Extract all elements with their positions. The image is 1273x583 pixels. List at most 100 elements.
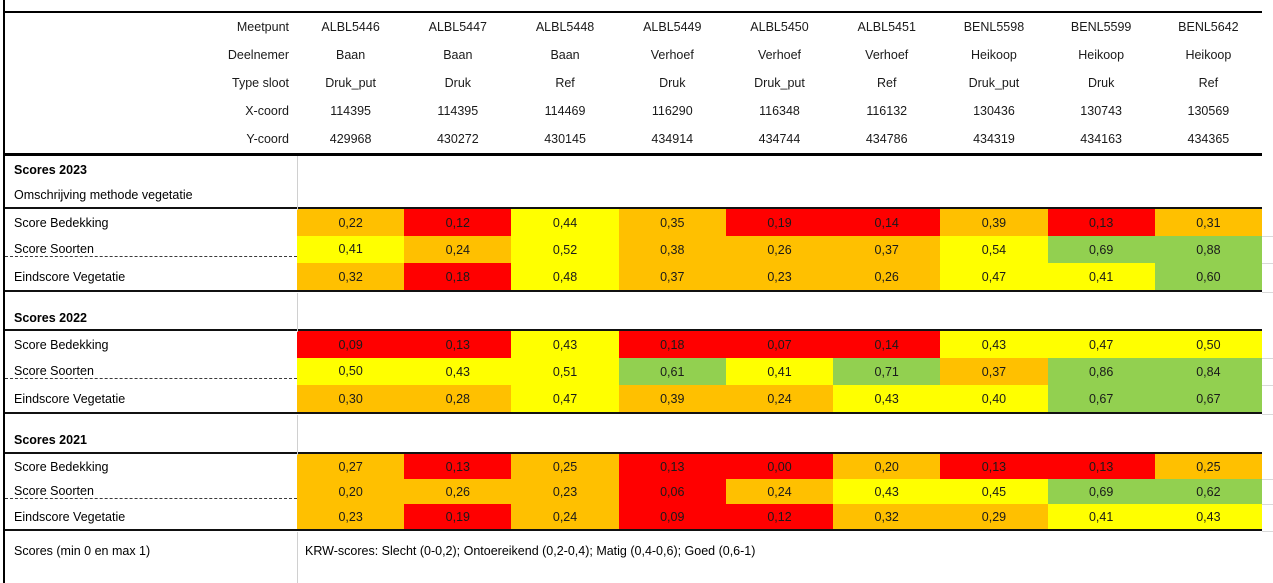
score-cell[interactable]: 0,18 [618, 331, 726, 358]
header-value-cell[interactable]: Ref [555, 76, 575, 90]
score-cell[interactable]: 0,27 [297, 454, 405, 479]
score-cell[interactable]: 0,43 [833, 385, 941, 412]
score-cell[interactable]: 0,09 [618, 504, 726, 529]
score-cell[interactable]: 0,23 [511, 479, 619, 504]
header-value-cell[interactable]: 434319 [973, 132, 1015, 146]
score-cell[interactable]: 0,29 [940, 504, 1048, 529]
header-value-cell[interactable]: 130743 [1080, 104, 1123, 118]
score-cell[interactable]: 0,32 [833, 504, 941, 529]
score-row-label[interactable]: Score Soorten [5, 242, 297, 257]
score-cell[interactable]: 0,43 [833, 479, 941, 504]
header-value-cell[interactable]: 434365 [1187, 132, 1230, 146]
header-value-cell[interactable]: BENL5599 [1070, 20, 1132, 34]
score-cell[interactable]: 0,13 [404, 454, 512, 479]
header-value-cell[interactable]: Druk [444, 76, 472, 90]
score-cell[interactable]: 0,47 [940, 263, 1048, 290]
header-row-label[interactable]: Type sloot [232, 76, 289, 90]
score-cell[interactable]: 0,41 [297, 235, 405, 264]
score-cell[interactable]: 0,37 [940, 358, 1048, 385]
score-cell[interactable]: 0,37 [833, 236, 941, 263]
score-cell[interactable]: 0,13 [1047, 454, 1155, 479]
score-cell[interactable]: 0,19 [725, 209, 834, 236]
score-cell[interactable]: 0,62 [1154, 479, 1262, 504]
header-value-cell[interactable]: Druk_put [325, 76, 376, 90]
score-cell[interactable]: 0,41 [1047, 504, 1155, 529]
score-cell[interactable]: 0,50 [297, 357, 405, 386]
score-cell[interactable]: 0,30 [297, 385, 405, 412]
header-value-cell[interactable]: 130569 [1187, 104, 1230, 118]
score-cell[interactable]: 0,13 [404, 331, 512, 358]
header-value-cell[interactable]: Verhoef [650, 48, 694, 62]
score-cell[interactable]: 0,35 [618, 209, 726, 236]
header-value-cell[interactable]: Druk [659, 76, 686, 90]
score-cell[interactable]: 0,06 [618, 479, 726, 504]
header-value-cell[interactable]: 434163 [1080, 132, 1123, 146]
header-value-cell[interactable]: Heikoop [1185, 48, 1232, 62]
score-cell[interactable]: 0,12 [725, 504, 834, 529]
score-row-label[interactable]: Score Soorten [5, 364, 297, 379]
score-cell[interactable]: 0,09 [297, 331, 405, 358]
header-value-cell[interactable]: Druk_put [968, 76, 1020, 90]
header-value-cell[interactable]: 114395 [330, 104, 371, 118]
score-cell[interactable]: 0,43 [511, 331, 619, 358]
section-title[interactable]: Scores 2022 [14, 310, 87, 325]
score-cell[interactable]: 0,71 [833, 358, 941, 385]
score-cell[interactable]: 0,14 [833, 209, 941, 236]
header-value-cell[interactable]: 114395 [437, 104, 479, 118]
score-cell[interactable]: 0,52 [511, 236, 619, 263]
score-cell[interactable]: 0,25 [1154, 454, 1262, 479]
header-value-cell[interactable]: Ref [1198, 76, 1219, 90]
score-cell[interactable]: 0,50 [1154, 331, 1262, 358]
header-value-cell[interactable]: 114469 [544, 104, 586, 118]
score-cell[interactable]: 0,18 [404, 263, 512, 290]
header-value-cell[interactable]: ALBL5446 [321, 20, 380, 34]
score-cell[interactable]: 0,20 [297, 479, 405, 504]
header-value-cell[interactable]: Heikoop [971, 48, 1017, 62]
score-row-label[interactable]: Eindscore Vegetatie [5, 391, 297, 406]
score-cell[interactable]: 0,26 [833, 263, 941, 290]
header-row-label[interactable]: Meetpunt [236, 20, 289, 34]
header-value-cell[interactable]: 130436 [973, 104, 1015, 118]
score-cell[interactable]: 0,00 [725, 454, 834, 479]
score-cell[interactable]: 0,12 [404, 209, 512, 236]
header-value-cell[interactable]: Verhoef [757, 48, 802, 62]
score-cell[interactable]: 0,67 [1154, 385, 1262, 412]
score-cell[interactable]: 0,23 [297, 504, 405, 529]
score-cell[interactable]: 0,13 [618, 454, 726, 479]
section-title[interactable]: Scores 2021 [14, 433, 87, 447]
score-cell[interactable]: 0,41 [1047, 263, 1155, 290]
header-value-cell[interactable]: 434914 [651, 132, 694, 146]
score-cell[interactable]: 0,39 [940, 209, 1048, 236]
score-cell[interactable]: 0,43 [940, 331, 1048, 358]
header-value-cell[interactable]: 430145 [544, 132, 586, 146]
score-cell[interactable]: 0,54 [940, 236, 1048, 263]
section-title[interactable]: Scores 2023 [14, 162, 87, 177]
header-value-cell[interactable]: ALBL5448 [535, 20, 595, 34]
score-cell[interactable]: 0,60 [1154, 263, 1262, 290]
header-value-cell[interactable]: BENL5598 [963, 20, 1025, 34]
score-cell[interactable]: 0,28 [404, 385, 512, 412]
score-cell[interactable]: 0,86 [1047, 358, 1155, 385]
score-cell[interactable]: 0,13 [940, 454, 1048, 479]
score-cell[interactable]: 0,48 [511, 263, 619, 290]
score-row-label[interactable]: Eindscore Vegetatie [5, 509, 297, 524]
score-cell[interactable]: 0,43 [1154, 504, 1262, 529]
score-cell[interactable]: 0,24 [511, 504, 619, 529]
header-row-label[interactable]: X-coord [245, 104, 289, 118]
score-cell[interactable]: 0,84 [1154, 358, 1262, 385]
score-cell[interactable]: 0,24 [725, 479, 834, 504]
score-cell[interactable]: 0,69 [1047, 236, 1155, 263]
header-row-label[interactable]: Deelnemer [227, 48, 289, 62]
header-value-cell[interactable]: Baan [336, 48, 366, 62]
score-cell[interactable]: 0,51 [511, 358, 619, 385]
score-cell[interactable]: 0,26 [404, 479, 512, 504]
score-cell[interactable]: 0,31 [1154, 209, 1262, 236]
score-cell[interactable]: 0,40 [940, 385, 1048, 412]
score-cell[interactable]: 0,43 [404, 358, 512, 385]
header-value-cell[interactable]: ALBL5447 [428, 20, 488, 34]
score-cell[interactable]: 0,61 [618, 358, 726, 385]
score-cell[interactable]: 0,24 [404, 236, 512, 263]
score-cell[interactable]: 0,25 [511, 454, 619, 479]
score-cell[interactable]: 0,88 [1154, 236, 1262, 263]
header-value-cell[interactable]: Baan [550, 48, 580, 62]
